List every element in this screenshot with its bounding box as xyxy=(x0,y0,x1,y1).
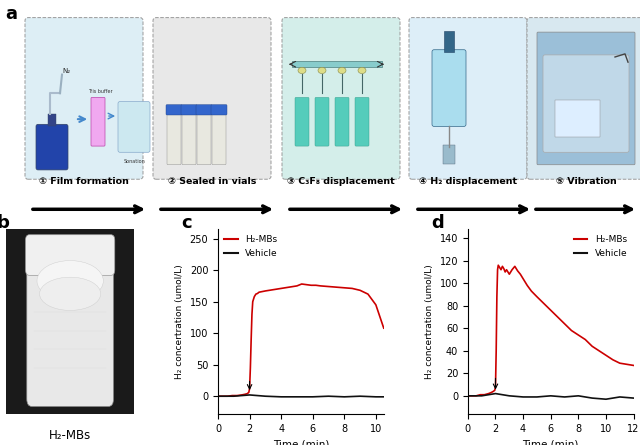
Ellipse shape xyxy=(338,67,346,73)
Text: ② Sealed in vials: ② Sealed in vials xyxy=(168,178,256,186)
FancyBboxPatch shape xyxy=(197,111,211,165)
FancyBboxPatch shape xyxy=(432,50,466,126)
FancyBboxPatch shape xyxy=(537,32,635,165)
Text: Sonation: Sonation xyxy=(123,159,145,164)
Ellipse shape xyxy=(37,261,103,301)
Text: ⑤ Vibration: ⑤ Vibration xyxy=(556,178,616,186)
FancyBboxPatch shape xyxy=(181,105,197,115)
Ellipse shape xyxy=(298,67,306,73)
FancyBboxPatch shape xyxy=(91,97,105,146)
Y-axis label: H₂ concertration (umol/L): H₂ concertration (umol/L) xyxy=(175,264,184,379)
Y-axis label: H₂ concertration (umol/L): H₂ concertration (umol/L) xyxy=(425,264,434,379)
Ellipse shape xyxy=(318,67,326,73)
FancyBboxPatch shape xyxy=(118,101,150,152)
FancyBboxPatch shape xyxy=(543,55,629,152)
Bar xyxy=(444,31,454,52)
FancyBboxPatch shape xyxy=(211,105,227,115)
Bar xyxy=(292,61,382,67)
FancyBboxPatch shape xyxy=(167,111,181,165)
FancyBboxPatch shape xyxy=(409,18,527,179)
FancyBboxPatch shape xyxy=(153,18,271,179)
Text: d: d xyxy=(431,214,444,232)
FancyBboxPatch shape xyxy=(355,97,369,146)
Ellipse shape xyxy=(358,67,366,73)
FancyBboxPatch shape xyxy=(335,97,349,146)
FancyBboxPatch shape xyxy=(282,18,400,179)
Ellipse shape xyxy=(40,277,100,311)
FancyBboxPatch shape xyxy=(196,105,212,115)
Text: ④ H₂ displacement: ④ H₂ displacement xyxy=(419,178,517,186)
FancyBboxPatch shape xyxy=(295,97,309,146)
Text: ① Film formation: ① Film formation xyxy=(39,178,129,186)
Bar xyxy=(555,101,600,137)
FancyBboxPatch shape xyxy=(315,97,329,146)
Bar xyxy=(48,114,56,126)
X-axis label: Time (min): Time (min) xyxy=(273,439,329,445)
X-axis label: Time (min): Time (min) xyxy=(522,439,579,445)
FancyBboxPatch shape xyxy=(26,235,115,275)
Text: Tris buffer: Tris buffer xyxy=(88,89,112,94)
FancyBboxPatch shape xyxy=(166,105,182,115)
Text: H₂-MBs: H₂-MBs xyxy=(49,429,92,441)
FancyBboxPatch shape xyxy=(212,111,226,165)
FancyBboxPatch shape xyxy=(27,247,113,406)
Text: c: c xyxy=(182,214,192,232)
FancyBboxPatch shape xyxy=(36,124,68,170)
FancyBboxPatch shape xyxy=(25,18,143,179)
FancyBboxPatch shape xyxy=(182,111,196,165)
Text: ③ C₃F₈ displacement: ③ C₃F₈ displacement xyxy=(287,178,395,186)
FancyBboxPatch shape xyxy=(527,18,640,179)
Legend: H₂-MBs, Vehicle: H₂-MBs, Vehicle xyxy=(572,234,629,260)
Text: N₂: N₂ xyxy=(62,68,70,73)
Bar xyxy=(443,145,455,164)
Text: a: a xyxy=(5,5,17,23)
Text: b: b xyxy=(0,214,9,232)
Legend: H₂-MBs, Vehicle: H₂-MBs, Vehicle xyxy=(223,234,280,260)
